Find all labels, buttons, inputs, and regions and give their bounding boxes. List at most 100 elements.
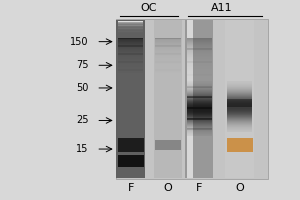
Bar bbox=[187, 127, 212, 129]
Bar bbox=[118, 66, 143, 67]
Bar bbox=[187, 80, 212, 81]
Bar bbox=[227, 109, 252, 110]
Bar bbox=[227, 88, 252, 89]
Bar bbox=[155, 48, 181, 49]
Bar bbox=[118, 38, 143, 39]
Bar bbox=[187, 71, 212, 72]
Bar bbox=[227, 97, 252, 98]
Bar bbox=[187, 91, 212, 92]
Bar bbox=[155, 61, 181, 62]
Bar bbox=[118, 44, 143, 45]
Bar bbox=[118, 25, 143, 26]
Bar bbox=[118, 26, 143, 27]
Bar bbox=[187, 133, 212, 134]
Bar bbox=[227, 131, 252, 132]
Bar bbox=[118, 45, 143, 47]
Bar bbox=[187, 131, 212, 132]
Bar bbox=[187, 125, 212, 126]
Bar bbox=[155, 63, 181, 64]
Bar bbox=[154, 20, 182, 178]
Bar bbox=[227, 103, 252, 105]
Bar bbox=[118, 55, 143, 56]
Bar bbox=[187, 62, 212, 64]
Bar bbox=[155, 61, 181, 63]
Bar bbox=[118, 50, 143, 51]
Bar bbox=[118, 68, 143, 69]
Text: 15: 15 bbox=[76, 144, 89, 154]
Bar bbox=[118, 42, 143, 43]
Bar bbox=[187, 115, 212, 116]
Bar bbox=[155, 69, 181, 71]
Bar bbox=[187, 57, 212, 58]
Bar bbox=[187, 121, 212, 122]
Bar bbox=[155, 54, 181, 55]
Bar bbox=[116, 20, 145, 178]
Bar bbox=[187, 58, 212, 59]
Bar bbox=[155, 38, 181, 39]
Text: 25: 25 bbox=[76, 115, 89, 125]
Bar bbox=[118, 40, 143, 41]
Bar bbox=[187, 41, 212, 42]
Bar bbox=[187, 100, 212, 101]
Bar bbox=[187, 38, 212, 39]
Bar bbox=[227, 116, 252, 117]
Text: O: O bbox=[235, 183, 244, 193]
Bar bbox=[118, 56, 143, 57]
Bar bbox=[187, 45, 212, 46]
Bar bbox=[227, 91, 252, 92]
Bar bbox=[227, 81, 252, 82]
Bar bbox=[187, 104, 212, 105]
Bar bbox=[227, 89, 252, 90]
Text: OC: OC bbox=[141, 3, 158, 13]
Bar bbox=[155, 49, 181, 50]
Bar bbox=[155, 40, 181, 41]
Bar bbox=[118, 64, 143, 65]
Bar bbox=[118, 54, 143, 55]
Bar bbox=[187, 123, 212, 124]
Bar bbox=[187, 89, 212, 90]
Bar bbox=[187, 113, 212, 114]
Bar bbox=[227, 100, 252, 102]
Bar bbox=[227, 101, 252, 103]
Bar bbox=[187, 61, 212, 63]
Bar bbox=[227, 92, 252, 93]
Bar bbox=[187, 112, 212, 113]
Bar bbox=[155, 59, 181, 60]
Bar bbox=[187, 87, 212, 89]
Bar bbox=[187, 105, 212, 106]
Bar bbox=[118, 46, 143, 47]
Bar bbox=[227, 102, 252, 104]
Bar bbox=[187, 46, 212, 47]
Bar bbox=[187, 73, 212, 75]
Bar bbox=[155, 45, 181, 47]
Bar bbox=[155, 62, 181, 63]
Bar bbox=[118, 45, 143, 46]
Bar bbox=[227, 118, 252, 119]
Bar bbox=[227, 106, 252, 108]
Bar bbox=[118, 58, 143, 59]
Bar bbox=[118, 53, 143, 54]
Bar bbox=[187, 43, 212, 44]
Bar bbox=[227, 119, 252, 120]
Bar bbox=[118, 70, 143, 71]
Bar bbox=[227, 110, 252, 111]
Bar bbox=[155, 41, 181, 42]
Bar bbox=[118, 49, 143, 50]
Bar bbox=[227, 108, 252, 109]
Bar bbox=[227, 125, 252, 126]
Bar bbox=[187, 99, 212, 100]
Bar bbox=[227, 86, 252, 87]
Bar bbox=[187, 40, 212, 41]
Bar bbox=[187, 78, 212, 79]
Bar bbox=[187, 103, 212, 104]
Bar bbox=[155, 64, 181, 65]
Bar bbox=[118, 48, 143, 49]
Bar bbox=[227, 113, 252, 114]
Bar bbox=[227, 83, 252, 84]
Bar bbox=[227, 121, 252, 122]
Bar bbox=[118, 67, 143, 68]
Bar bbox=[187, 111, 212, 112]
Bar bbox=[118, 62, 143, 63]
Bar bbox=[118, 72, 143, 73]
Bar bbox=[227, 122, 252, 123]
